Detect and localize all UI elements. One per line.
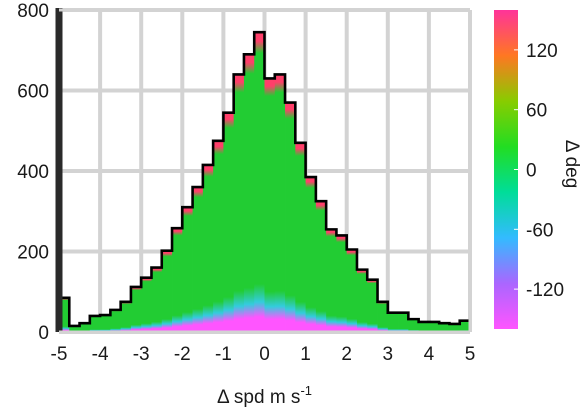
histogram-bar (120, 301, 132, 332)
histogram-bar (69, 325, 80, 332)
histogram-bar (428, 321, 440, 332)
histogram-bar (223, 112, 235, 332)
y-tick-label: 400 (17, 162, 49, 183)
histogram-bar (110, 309, 122, 332)
histogram-bar (398, 312, 409, 332)
histogram-bar (172, 228, 183, 332)
histogram-bar (202, 164, 214, 332)
colorbar-tick-label: 60 (526, 101, 547, 122)
colorbar-tick-label: -60 (526, 220, 553, 241)
histogram-bar (439, 323, 450, 332)
x-axis-label: Δ spd m s-1 (217, 383, 312, 408)
histogram-bar (449, 323, 461, 332)
colorbar-ticks: -120 -60 0 60 120 (514, 41, 564, 301)
histogram-bar (151, 267, 163, 332)
x-tick-label: 2 (341, 344, 352, 365)
x-tick-label: -2 (174, 344, 191, 365)
x-tick-label: -5 (51, 344, 68, 365)
y-tick-label: 600 (17, 82, 49, 103)
y-tick-label: 0 (38, 323, 49, 344)
x-tick-label: -4 (92, 344, 109, 365)
histogram-bar (192, 187, 204, 332)
x-axis-label-superscript: -1 (300, 383, 312, 398)
histogram-bar (243, 54, 255, 333)
histogram-bar (264, 78, 276, 332)
histogram-bar (141, 277, 152, 332)
histogram-bar (100, 315, 111, 332)
x-axis-label-base: Δ spd m s (217, 387, 300, 408)
histogram-bar (182, 207, 193, 332)
histogram-bar (418, 321, 430, 332)
histogram-bar (305, 177, 317, 332)
x-tick-label: 0 (259, 344, 270, 365)
histogram-bar (254, 32, 265, 332)
x-tick-labels: -5 -4 -3 -2 -1 0 1 2 3 4 5 (51, 344, 476, 365)
histogram-bar (89, 315, 101, 332)
histogram-bar (274, 74, 286, 333)
x-tick-label: 4 (424, 344, 435, 365)
histogram-bar (459, 320, 471, 332)
histogram-bar (161, 250, 173, 332)
histogram-bar (315, 201, 327, 332)
histogram-bar (79, 323, 91, 332)
y-tick-labels: 0 200 400 600 800 (17, 1, 49, 344)
histogram-bar (326, 229, 337, 332)
x-tick-label: 5 (465, 344, 476, 365)
colorbar-tick-label: 120 (526, 41, 558, 62)
histogram-bar (130, 286, 142, 332)
histogram-bar (408, 319, 420, 332)
histogram-bar (233, 74, 245, 333)
histogram-bar (377, 301, 389, 332)
axes-frame (59, 8, 472, 334)
x-tick-label: 1 (300, 344, 311, 365)
histogram-outline (57, 30, 472, 332)
histogram-bar (346, 249, 358, 332)
histogram-bar (285, 102, 296, 332)
histogram-bar (336, 235, 348, 332)
y-tick-label: 800 (17, 1, 49, 22)
histogram-bar (367, 279, 378, 332)
histogram-bar (59, 297, 70, 332)
histogram-bar (213, 140, 224, 332)
x-tick-label: -1 (215, 344, 232, 365)
histogram-bar (295, 142, 306, 332)
y-tick-label: 200 (17, 243, 49, 264)
x-tick-label: -3 (133, 344, 150, 365)
colorbar-tick-label: -120 (526, 280, 564, 301)
histogram-bar (356, 269, 368, 332)
histogram-bar (387, 312, 399, 332)
colorbar-label: Δ deg (561, 140, 582, 189)
histogram-bars (59, 32, 471, 333)
colorbar-tick-label: 0 (526, 161, 537, 182)
x-tick-label: 3 (383, 344, 394, 365)
